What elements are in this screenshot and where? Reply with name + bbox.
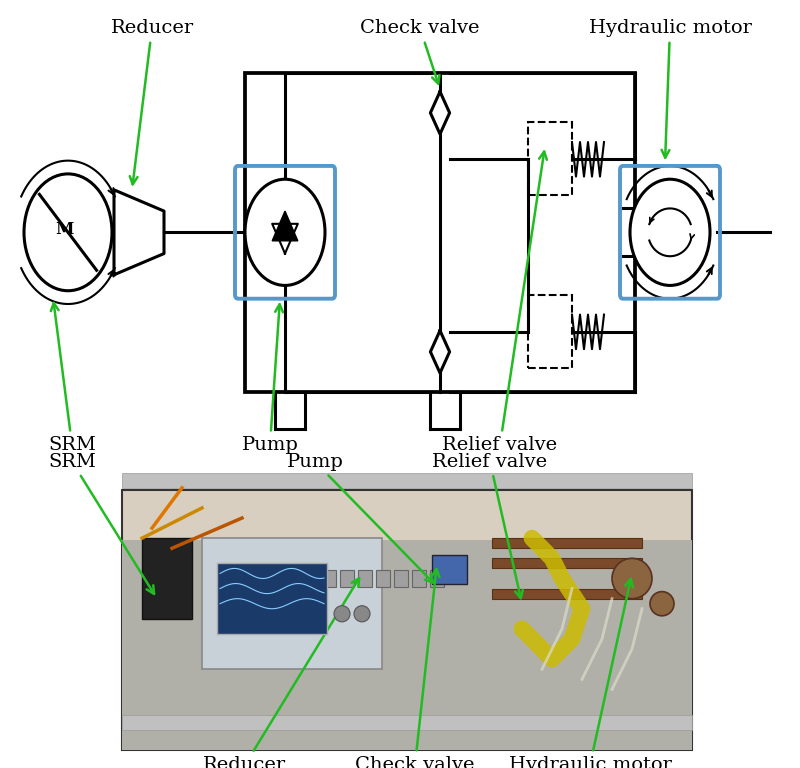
Bar: [245, 73, 635, 392]
Bar: [217, 564, 327, 634]
Text: M: M: [55, 221, 73, 238]
Bar: [122, 540, 692, 750]
Circle shape: [630, 179, 710, 286]
Text: Check valve: Check valve: [360, 19, 480, 84]
Text: Reducer: Reducer: [110, 19, 194, 184]
Text: Pump: Pump: [242, 304, 298, 454]
Text: Relief valve: Relief valve: [442, 151, 558, 454]
Text: Pump: Pump: [286, 452, 433, 583]
Bar: [430, 571, 444, 587]
Text: Hydraulic motor: Hydraulic motor: [509, 579, 671, 768]
Bar: [432, 555, 467, 584]
Bar: [412, 571, 426, 587]
Bar: [376, 571, 390, 587]
Text: SRM: SRM: [48, 303, 96, 454]
Bar: [528, 295, 572, 368]
Circle shape: [354, 606, 370, 622]
Bar: [492, 558, 642, 568]
Bar: [394, 571, 408, 587]
Bar: [122, 490, 692, 750]
Bar: [322, 571, 336, 587]
Bar: [492, 538, 642, 548]
Circle shape: [650, 591, 674, 616]
Text: SRM: SRM: [48, 452, 154, 594]
Circle shape: [245, 179, 325, 286]
Bar: [528, 122, 572, 195]
Bar: [202, 538, 382, 669]
Bar: [142, 538, 192, 619]
Bar: [122, 714, 692, 730]
Circle shape: [612, 558, 652, 599]
Text: Reducer: Reducer: [203, 578, 359, 768]
Circle shape: [334, 606, 350, 622]
Text: Relief valve: Relief valve: [433, 452, 547, 598]
Text: Check valve: Check valve: [355, 569, 474, 768]
Circle shape: [24, 174, 112, 291]
Bar: [340, 571, 354, 587]
Text: Hydraulic motor: Hydraulic motor: [589, 19, 751, 157]
Bar: [358, 571, 372, 587]
Bar: [492, 588, 642, 599]
Polygon shape: [272, 211, 298, 241]
Bar: [122, 472, 692, 488]
